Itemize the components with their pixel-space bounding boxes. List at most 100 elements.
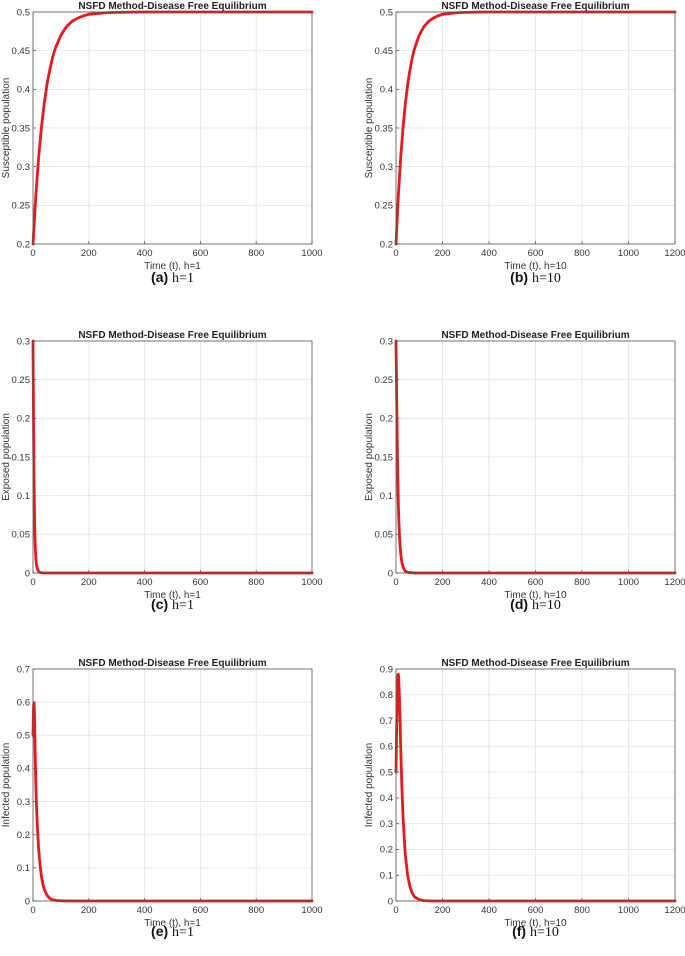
x-tick-label: 400 [137, 248, 153, 259]
x-tick-label: 400 [481, 248, 497, 259]
y-tick-label: 0.35 [12, 123, 31, 134]
y-tick-label: 0.45 [375, 46, 394, 57]
caption-tag: (d) [510, 596, 529, 612]
caption-text: h=1 [172, 271, 194, 286]
y-tick-label: 0 [388, 568, 393, 579]
chart-panel-b: 0 200 400 600 800 1000 1200 0.2 0.25 0.3 0.35 0.4 0.… [364, 1, 685, 272]
caption-text: h=10 [531, 271, 561, 286]
y-tick-label: 0.1 [17, 863, 30, 874]
x-tick-label: 1000 [301, 905, 322, 916]
chart-title: NSFD Method-Disease Free Equilibrium [441, 658, 629, 669]
y-tick-label: 0 [25, 568, 30, 579]
x-tick-label: 200 [81, 577, 97, 588]
x-tick-label: 400 [137, 577, 153, 588]
y-tick-label: 0.05 [12, 530, 31, 541]
x-tick-label: 800 [248, 248, 264, 259]
chart-panel-c: 0 200 400 600 800 1000 0 0.05 0.1 0.15 0.2 0.25 0.3 N… [1, 330, 323, 601]
caption-text: h=1 [172, 598, 194, 613]
panel-caption-e: (e) h=1 [23, 923, 323, 941]
x-tick-label: 0 [30, 577, 35, 588]
caption-tag: (b) [510, 269, 529, 285]
y-tick-label: 0.4 [380, 85, 393, 96]
y-tick-label: 0.5 [380, 7, 393, 18]
x-tick-label: 600 [528, 248, 544, 259]
y-tick-label: 0.3 [380, 819, 393, 830]
x-tick-label: 800 [574, 248, 590, 259]
y-tick-label: 0.5 [380, 767, 393, 778]
y-tick-label: 0.2 [380, 414, 393, 425]
panel-caption-b: (b) h=10 [386, 269, 685, 287]
x-axis-label: Time (t), h=1 [144, 918, 201, 929]
x-axis-label: Time (t), h=1 [144, 261, 201, 272]
y-tick-label: 0 [25, 896, 30, 907]
x-tick-label: 200 [81, 905, 97, 916]
y-tick-label: 0.3 [380, 162, 393, 173]
y-tick-label: 0.6 [17, 697, 30, 708]
y-axis-label: Exposed population [364, 413, 375, 501]
x-tick-label: 200 [435, 248, 451, 259]
panel-caption-c: (c) h=1 [23, 596, 323, 614]
x-tick-label: 600 [528, 905, 544, 916]
y-tick-label: 0.15 [375, 452, 394, 463]
y-tick-label: 0.5 [17, 731, 30, 742]
plot-area [33, 669, 312, 901]
y-tick-label: 0.3 [17, 162, 30, 173]
x-tick-label: 400 [481, 577, 497, 588]
x-tick-label: 600 [192, 577, 208, 588]
y-tick-label: 0.7 [380, 716, 393, 727]
y-tick-label: 0.15 [12, 452, 31, 463]
caption-tag: (c) [151, 596, 169, 612]
x-tick-label: 800 [574, 577, 590, 588]
y-tick-label: 0.5 [17, 7, 30, 18]
chart-title: NSFD Method-Disease Free Equilibrium [78, 658, 266, 669]
y-tick-label: 0.4 [17, 85, 30, 96]
y-tick-label: 0.6 [380, 742, 393, 753]
panel-caption-d: (d) h=10 [386, 596, 685, 614]
x-tick-label: 400 [137, 905, 153, 916]
x-axis-label: Time (t), h=1 [144, 590, 201, 601]
x-tick-label: 1000 [301, 577, 322, 588]
y-tick-label: 0.8 [380, 690, 393, 701]
x-axis-label: Time (t), h=10 [504, 590, 567, 601]
chart-panel-a: 0 200 400 600 800 1000 0.2 0.25 0.3 0.35 0.4 0.45 0.… [1, 1, 323, 272]
x-tick-label: 1000 [301, 248, 322, 259]
x-tick-label: 800 [248, 577, 264, 588]
panel-caption-f: (f) h=10 [386, 923, 685, 941]
y-tick-label: 0.3 [17, 797, 30, 808]
y-tick-label: 0.25 [12, 375, 31, 386]
x-tick-label: 600 [528, 577, 544, 588]
x-tick-label: 800 [574, 905, 590, 916]
x-tick-label: 1000 [618, 905, 639, 916]
chart-panel-d: 0 200 400 600 800 1000 1200 0 0.05 0.1 0.15 0.2 0.25… [364, 330, 685, 601]
x-tick-label: 1000 [618, 248, 639, 259]
y-tick-label: 0.3 [380, 336, 393, 347]
x-tick-label: 400 [481, 905, 497, 916]
panel-caption-a: (a) h=1 [23, 269, 323, 287]
y-axis-label: Susceptible population [1, 78, 12, 179]
x-tick-label: 0 [393, 577, 398, 588]
y-tick-label: 0.05 [375, 530, 394, 541]
y-tick-label: 0.25 [12, 201, 31, 212]
y-tick-label: 0.1 [380, 491, 393, 502]
x-tick-label: 800 [248, 905, 264, 916]
chart-title: NSFD Method-Disease Free Equilibrium [78, 330, 266, 341]
y-tick-label: 0 [388, 896, 393, 907]
chart-panel-e: 0 200 400 600 800 1000 0 0.1 0.2 0.3 0.4 0.5 0.6 0.7 N… [1, 658, 323, 929]
x-tick-label: 200 [435, 577, 451, 588]
y-tick-label: 0.3 [17, 336, 30, 347]
chart-title: NSFD Method-Disease Free Equilibrium [78, 1, 266, 12]
caption-tag: (e) [151, 923, 169, 939]
y-tick-label: 0.1 [380, 871, 393, 882]
x-tick-label: 1200 [664, 577, 685, 588]
y-tick-label: 0.35 [375, 123, 394, 134]
caption-text: h=10 [531, 598, 561, 613]
x-tick-label: 600 [192, 905, 208, 916]
caption-tag: (a) [151, 269, 169, 285]
axes-box [32, 668, 313, 902]
y-tick-label: 0.25 [375, 375, 394, 386]
chart-title: NSFD Method-Disease Free Equilibrium [441, 1, 629, 12]
y-tick-label: 0.7 [17, 664, 30, 675]
y-axis-label: Exposed population [1, 413, 12, 501]
x-tick-label: 0 [30, 905, 35, 916]
